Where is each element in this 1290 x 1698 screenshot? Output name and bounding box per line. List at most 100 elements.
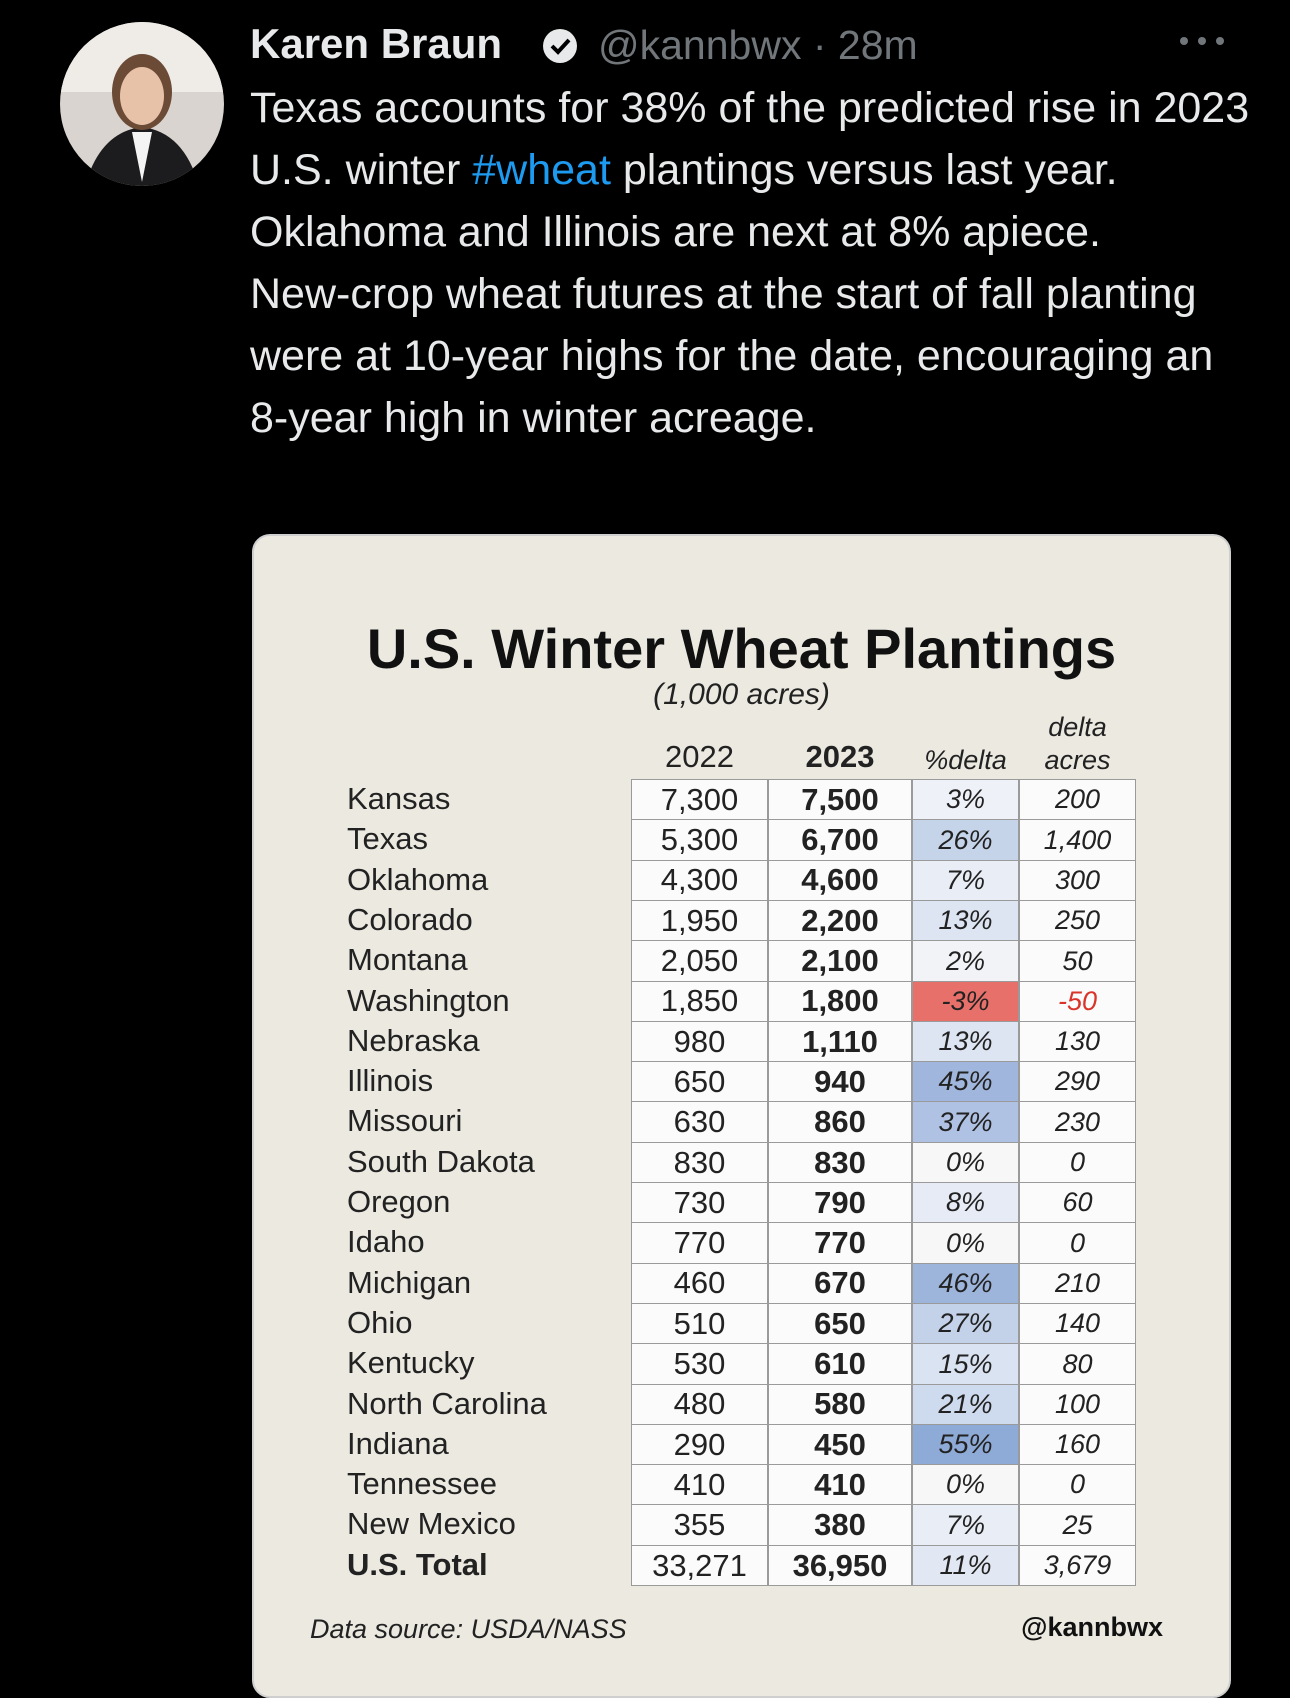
table-cell: 410 [768,1464,912,1506]
table-cell: 650 [768,1302,912,1345]
table-cell: 355 [631,1504,768,1547]
table-cell: 60 [1019,1182,1136,1224]
table-cell: 3,679 [1019,1544,1136,1587]
table-cell: 27% [912,1302,1019,1345]
table-cell: 2,200 [768,899,912,942]
table-cell: 26% [912,819,1019,862]
column-header: delta [1048,712,1107,742]
table-cell: 300 [1019,859,1136,902]
table-cell: 4,600 [768,859,912,902]
table-cell: 530 [631,1343,768,1385]
table-cell: 730 [631,1182,768,1224]
text: Texas accounts for 38% of the predicted … [250,84,1250,194]
column-header: %delta [924,745,1007,775]
table-cell: 7,300 [631,779,768,821]
table-cell: 460 [631,1262,768,1305]
table-cell: 25 [1019,1504,1136,1547]
state-label: Oregon [347,1184,451,1219]
table-cell: 0 [1019,1464,1136,1506]
state-label: Texas [347,821,428,857]
table-cell: 0 [1019,1222,1136,1265]
table-cell: 630 [631,1101,768,1144]
table-cell: 6,700 [768,819,912,862]
table-cell: 940 [768,1061,912,1103]
table-cell: 21% [912,1383,1019,1426]
timestamp[interactable]: · 28m [812,22,918,68]
data-source: Data source: USDA/NASS [310,1614,627,1644]
table-cell: 230 [1019,1101,1136,1144]
table-cell: 980 [631,1020,768,1063]
hashtag[interactable]: #wheat [472,146,611,194]
table-cell: 510 [631,1302,768,1345]
table-cell: 3% [912,779,1019,821]
table-cell: -50 [1019,980,1136,1023]
table-cell: 2% [912,940,1019,982]
table-cell: 1,110 [768,1020,912,1063]
table-cell: 0% [912,1141,1019,1184]
table-cell: 650 [631,1061,768,1103]
state-label: Washington [347,982,510,1018]
table-cell: 2,050 [631,940,768,982]
table-cell: 250 [1019,899,1136,942]
table-cell: 1,850 [631,980,768,1023]
paragraph: New-crop wheat futures at the start of f… [250,270,1214,442]
state-label: Michigan [347,1264,472,1300]
author-name[interactable]: Karen Braun [250,20,503,67]
author-handle[interactable]: @kannbwx · 28m [598,22,918,69]
state-label: Montana [347,942,468,978]
table-cell: 7% [912,859,1019,902]
table-cell: 37% [912,1101,1019,1144]
table-cell: 480 [631,1383,768,1426]
state-label: Tennessee [347,1466,497,1502]
image-card[interactable]: U.S. Winter Wheat Plantings (1,000 acres… [252,534,1231,1698]
state-label: New Mexico [347,1506,516,1542]
state-label: Kansas [347,781,451,816]
table-cell: 4,300 [631,859,768,902]
table-cell: 0% [912,1464,1019,1506]
table-cell: -3% [912,980,1019,1023]
state-label: Oklahoma [347,861,489,897]
state-label: South Dakota [347,1143,535,1179]
state-label: Ohio [347,1304,413,1340]
table-cell: 860 [768,1101,912,1144]
more-button[interactable] [1178,34,1226,48]
column-header: acres [1044,745,1111,775]
state-label: Kentucky [347,1345,475,1381]
table-cell: 1,400 [1019,819,1136,862]
table-cell: 45% [912,1061,1019,1103]
column-header: 2023 [805,739,875,774]
table-cell: 5,300 [631,819,768,862]
table-cell: 380 [768,1504,912,1547]
avatar-image [60,22,224,186]
table-title: U.S. Winter Wheat Plantings [366,617,1117,680]
handle[interactable]: @kannbwx [598,22,802,68]
table-cell: 33,271 [631,1544,768,1587]
table-cell: 55% [912,1423,1019,1466]
table-cell: 160 [1019,1423,1136,1466]
table-cell: 830 [768,1141,912,1184]
table-cell: 0% [912,1222,1019,1265]
table-cell: 7,500 [768,779,912,821]
table-cell: 580 [768,1383,912,1426]
table-cell: 2,100 [768,940,912,982]
state-label: Colorado [347,901,473,937]
table-cell: 100 [1019,1383,1136,1426]
table-cell: 450 [768,1423,912,1466]
table-cell: 830 [631,1141,768,1184]
table-cell: 0 [1019,1141,1136,1184]
table-subtitle: (1,000 acres) [653,678,830,711]
state-label: North Carolina [347,1385,547,1421]
table-cell: 13% [912,899,1019,942]
table-cell: 610 [768,1343,912,1385]
avatar[interactable] [60,22,224,186]
state-label: Indiana [347,1425,449,1461]
table-cell: 1,950 [631,899,768,942]
verified-badge [543,29,577,63]
table-cell: 210 [1019,1262,1136,1305]
table-cell: 1,800 [768,980,912,1023]
table-cell: 8% [912,1182,1019,1224]
table-cell: 140 [1019,1302,1136,1345]
tweet-text: Texas accounts for 38% of the predicted … [250,77,1260,449]
table-cell: 130 [1019,1020,1136,1063]
